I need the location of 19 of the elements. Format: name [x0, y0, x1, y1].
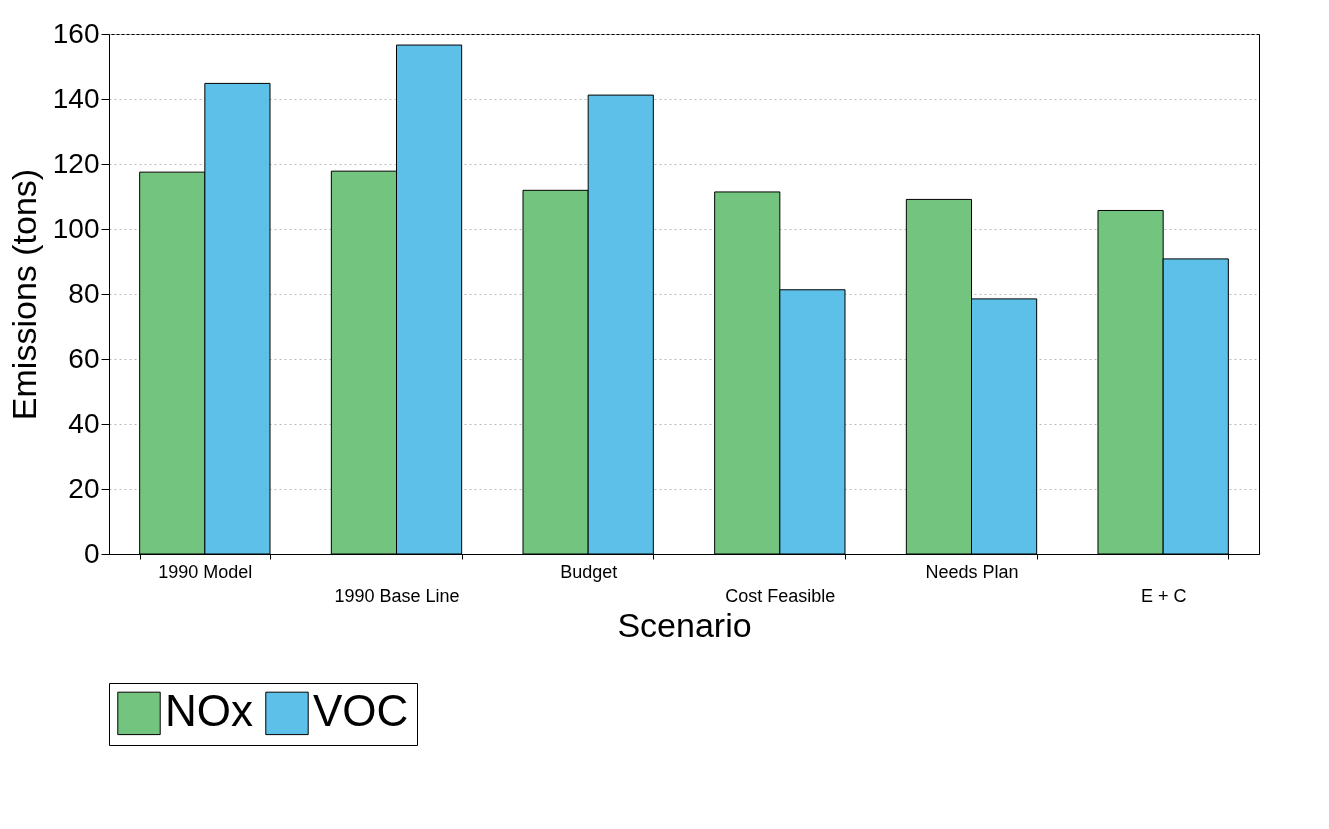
y-tick-label: 100 — [52, 212, 100, 244]
x-tick-label: Budget — [560, 561, 618, 582]
legend-label: VOC — [313, 686, 409, 736]
y-tick-label: 140 — [52, 82, 100, 114]
x-tick-label: Needs Plan — [925, 561, 1019, 582]
y-tick-label: 20 — [68, 472, 100, 504]
y-tick-label: 160 — [52, 17, 100, 49]
x-tick-label: Cost Feasible — [725, 585, 836, 606]
y-tick-label: 60 — [68, 342, 100, 374]
x-tick-label: 1990 Base Line — [334, 585, 460, 606]
y-tick-label: 120 — [52, 147, 100, 179]
x-axis-title: Scenario — [617, 605, 752, 644]
y-axis-title: Emissions (tons) — [4, 168, 43, 421]
x-tick-label: E + C — [1140, 585, 1187, 606]
y-tick-label: 40 — [68, 407, 100, 439]
legend-label: NOx — [165, 686, 253, 736]
y-tick-label: 0 — [83, 537, 100, 569]
y-tick-label: 80 — [68, 277, 100, 309]
x-tick-label: 1990 Model — [158, 561, 253, 582]
